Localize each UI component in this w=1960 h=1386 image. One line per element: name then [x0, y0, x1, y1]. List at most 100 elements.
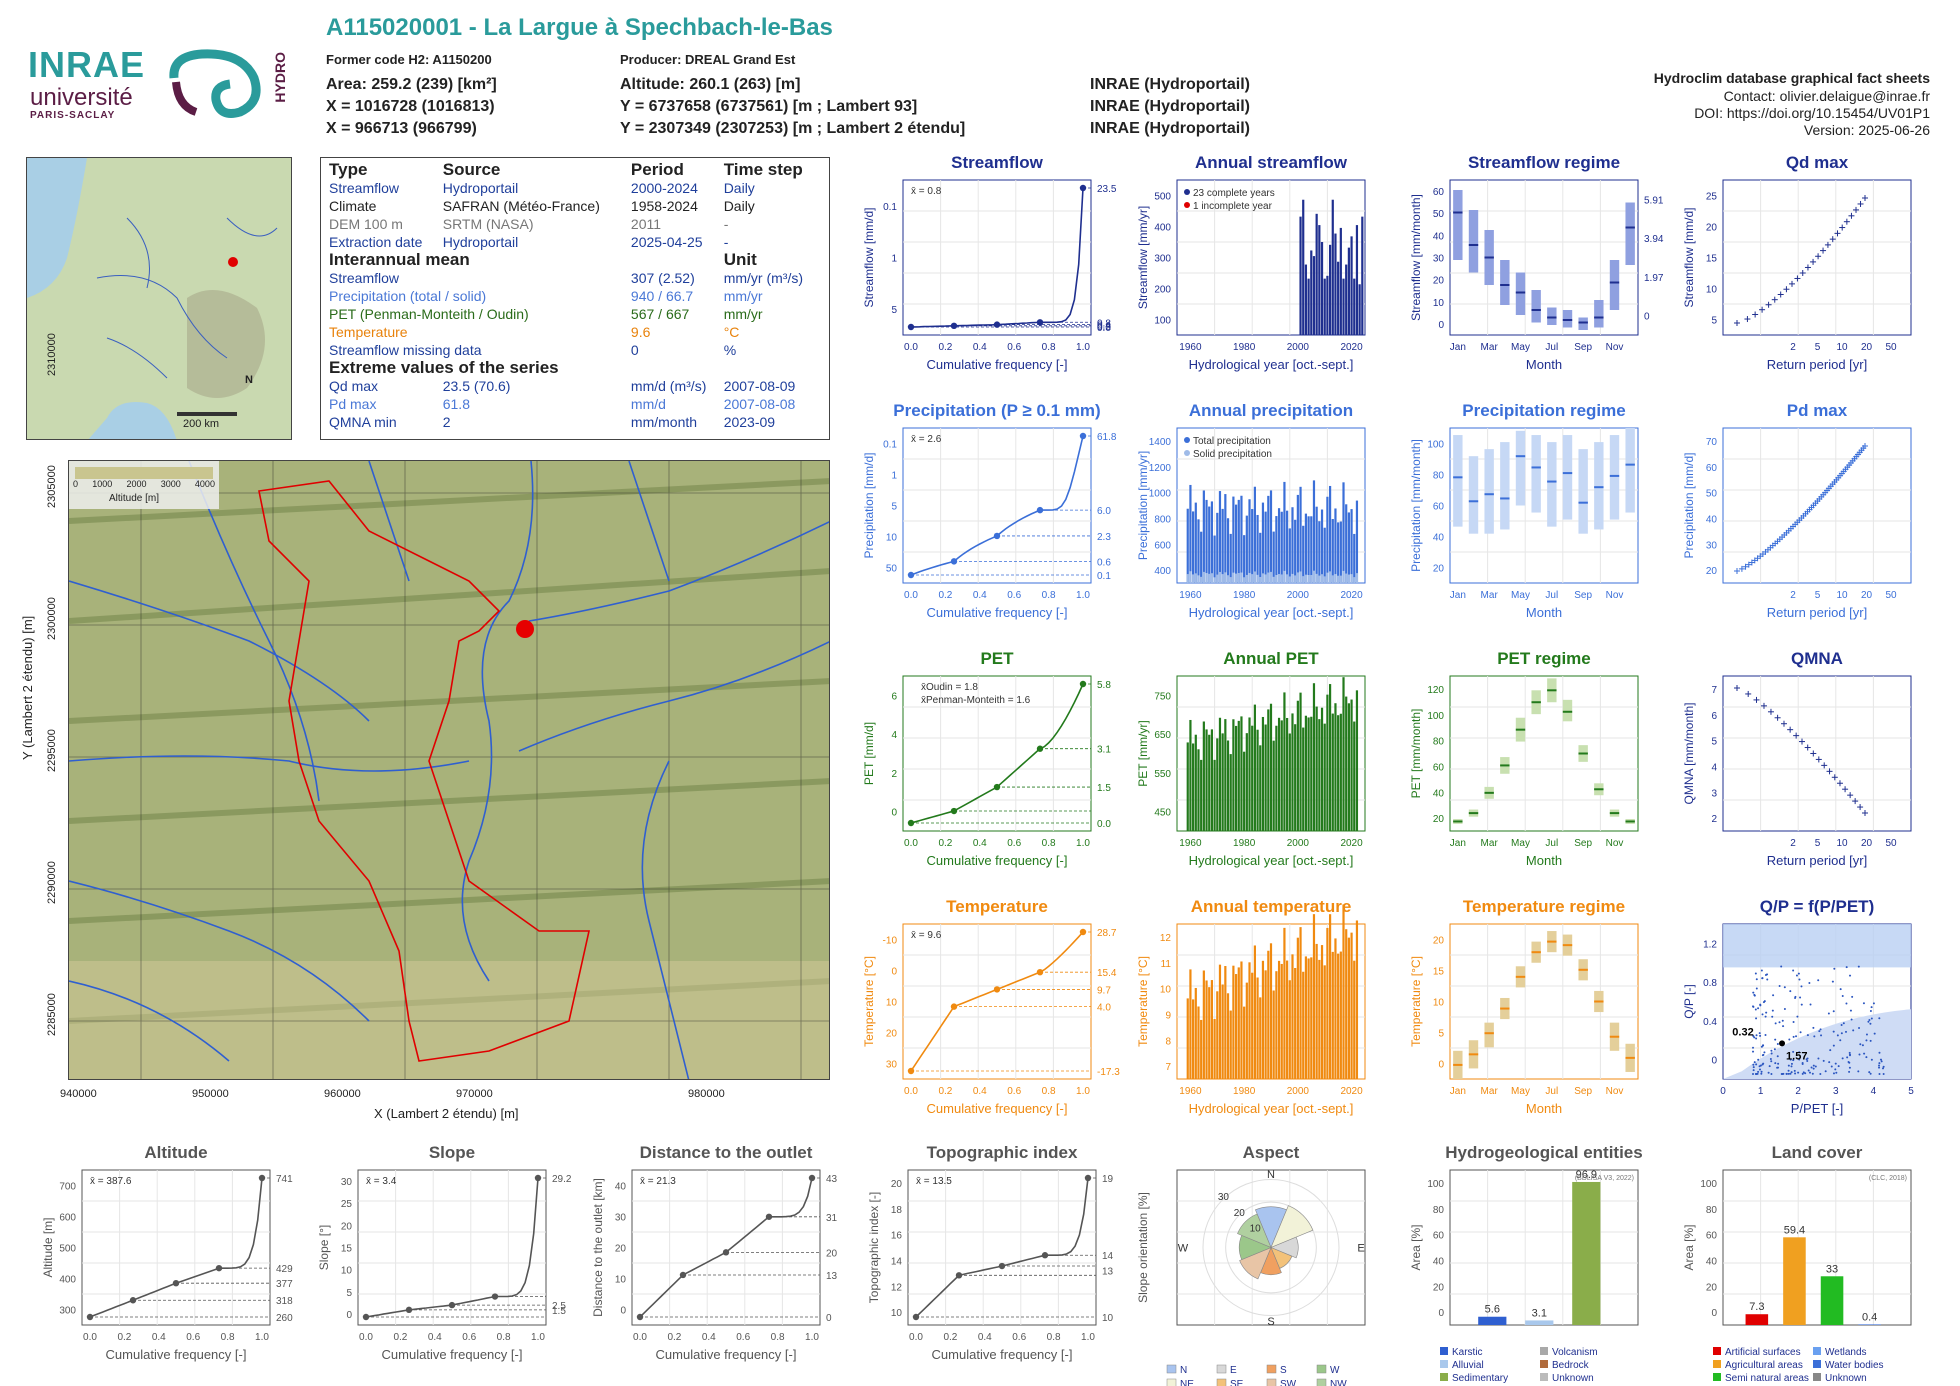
qp_ppet-point — [1794, 1072, 1797, 1075]
annual_precipitation-bar — [1186, 508, 1189, 583]
streamflow_regime-box — [1515, 272, 1526, 315]
streamflow-quantile-point — [950, 322, 958, 330]
qp_ppet-mean-point — [1779, 1040, 1786, 1047]
altitude-xtick: 0.6 — [186, 1332, 200, 1343]
annual_precipitation-bar-solid — [1288, 576, 1291, 583]
qp_ppet-annotation: 1.57 — [1786, 1050, 1807, 1062]
streamflow-quantile-point — [907, 323, 915, 331]
annual_temperature-bar — [1277, 960, 1281, 1079]
pet_regime-box — [1562, 699, 1573, 722]
qd_max-point — [1829, 236, 1836, 243]
annual_precipitation-bar — [1337, 522, 1340, 583]
annual_precipitation-bar-solid — [1192, 574, 1195, 583]
qp_ppet-point — [1771, 1009, 1774, 1012]
precipitation_regime-ytick: 100 — [1427, 440, 1444, 451]
qp_ppet-point — [1859, 1043, 1862, 1046]
annual_temperature-bar — [1286, 960, 1289, 1079]
qmna-xtick: 2 — [1790, 838, 1796, 849]
annual_temperature-bar — [1353, 960, 1356, 1079]
temperature-quantile-point — [950, 1003, 958, 1010]
annual_streamflow-bar — [1353, 278, 1356, 335]
qp_ppet-point — [1787, 1069, 1790, 1072]
streamflow-xtick: 1.0 — [1076, 342, 1090, 353]
annual_precipitation-bar-solid — [1312, 570, 1316, 583]
land_cover-bar — [1858, 1324, 1881, 1325]
pd_max-ytick: 20 — [1706, 566, 1718, 577]
qp_ppet-point — [1761, 1013, 1764, 1016]
annual_pet-bar — [1323, 723, 1326, 831]
annual_precipitation-bar-solid — [1291, 573, 1294, 583]
precipitation-xtick: 0.2 — [938, 590, 952, 601]
legend-tick: 0 — [73, 479, 79, 489]
distance-quantile-point — [679, 1271, 687, 1279]
annual_precipitation-bar — [1334, 508, 1337, 583]
annual_pet-bar — [1208, 734, 1211, 831]
qp_ppet-point — [1760, 969, 1763, 972]
pet-ytick: 6 — [891, 691, 897, 702]
land_cover-legend-swatch — [1813, 1347, 1821, 1355]
annual_temperature-bar — [1307, 958, 1310, 1079]
precipitation-quantile-point — [993, 532, 1001, 540]
qp_ppet-point — [1798, 1051, 1801, 1054]
precipitation_regime-box — [1625, 428, 1635, 513]
topographic-xtick: 0.8 — [1047, 1332, 1061, 1343]
annual_temperature-bar — [1304, 956, 1308, 1079]
source-1: INRAE (Hydroportail) — [1090, 76, 1250, 93]
annual_streamflow-bar — [1342, 278, 1345, 335]
qp_ppet-point — [1857, 965, 1860, 968]
doi-link[interactable]: DOI: https://doi.org/10.15454/UV01P1 — [1694, 105, 1930, 121]
qp_ppet-point — [1858, 1027, 1861, 1030]
qp_ppet-point — [1808, 981, 1811, 984]
qp_ppet-point — [1762, 1001, 1765, 1004]
temperature_regime-xtick: Jan — [1450, 1086, 1466, 1097]
hydrogeology-bar-label: 5.6 — [1485, 1304, 1500, 1316]
map-xlabel: X (Lambert 2 étendu) [m] — [374, 1106, 519, 1121]
annual_precipitation-bar-solid — [1234, 573, 1238, 583]
qp_ppet-point — [1766, 978, 1769, 981]
pet-ytick: 4 — [891, 730, 897, 741]
annual_precipitation-bar — [1350, 509, 1353, 583]
qmna-point — [1760, 702, 1767, 709]
qp_ppet-point — [1872, 1002, 1875, 1005]
pet-right-tick: 1.5 — [1097, 783, 1111, 794]
annual_precipitation-bar-solid — [1213, 577, 1216, 583]
qp_ppet-point — [1764, 1033, 1767, 1036]
annual_pet-bar — [1218, 717, 1222, 831]
annual_precipitation-bar — [1302, 525, 1305, 583]
streamflow_regime-ytick: 40 — [1433, 231, 1445, 242]
pd_max-chart: Pd max Return period [yr] Precipitation [m… — [1682, 401, 1912, 620]
qp_ppet-point — [1754, 972, 1757, 975]
annual_temperature-bar — [1334, 938, 1337, 1079]
qp_ppet-point — [1849, 974, 1852, 977]
annual_temperature-bar — [1323, 965, 1326, 1079]
scale-label: 200 km — [183, 418, 220, 430]
annual_temperature-bar — [1226, 993, 1230, 1079]
annual_precipitation-bar — [1326, 496, 1329, 583]
annual_pet-bar — [1264, 724, 1267, 831]
pet-ylabel: PET [mm/d] — [862, 722, 876, 785]
producer: Producer: DREAL Grand Est — [620, 52, 796, 67]
annual_precipitation-bar-solid — [1272, 576, 1275, 583]
pet-mean-oudin: x̄Oudin = 1.8 — [921, 682, 978, 693]
aspect-legend-swatch — [1266, 1364, 1277, 1374]
qp_ppet-point — [1848, 1070, 1851, 1073]
qp_ppet-point — [1800, 985, 1803, 988]
qd_max-point — [1788, 280, 1795, 287]
annual_streamflow-bar — [1320, 242, 1324, 335]
qd_max-point — [1759, 306, 1766, 313]
annual_pet-bar — [1189, 719, 1192, 831]
qp_ppet-point — [1846, 1056, 1849, 1059]
qp_ppet-point — [1812, 1067, 1815, 1070]
qp_ppet-chart: Q/P = f(P/PET) P/PET [-] Q/P [-] 0.32 1.57 0 1… — [1682, 897, 1914, 1116]
qp_ppet-point — [1869, 1010, 1872, 1013]
qp_ppet-xtick: 5 — [1908, 1086, 1914, 1097]
annual_precipitation-bar — [1240, 495, 1243, 583]
qd_max-point — [1862, 195, 1868, 201]
qp_ppet-point — [1832, 1044, 1835, 1047]
temperature_regime-ytick: 10 — [1433, 998, 1445, 1009]
qp_ppet-point — [1808, 1071, 1811, 1074]
slope-xtick: 0.6 — [462, 1332, 476, 1343]
topographic-quantile-point — [1041, 1252, 1049, 1259]
qd_max-xtick: 5 — [1815, 342, 1821, 353]
annual_pet-bar — [1210, 729, 1214, 831]
